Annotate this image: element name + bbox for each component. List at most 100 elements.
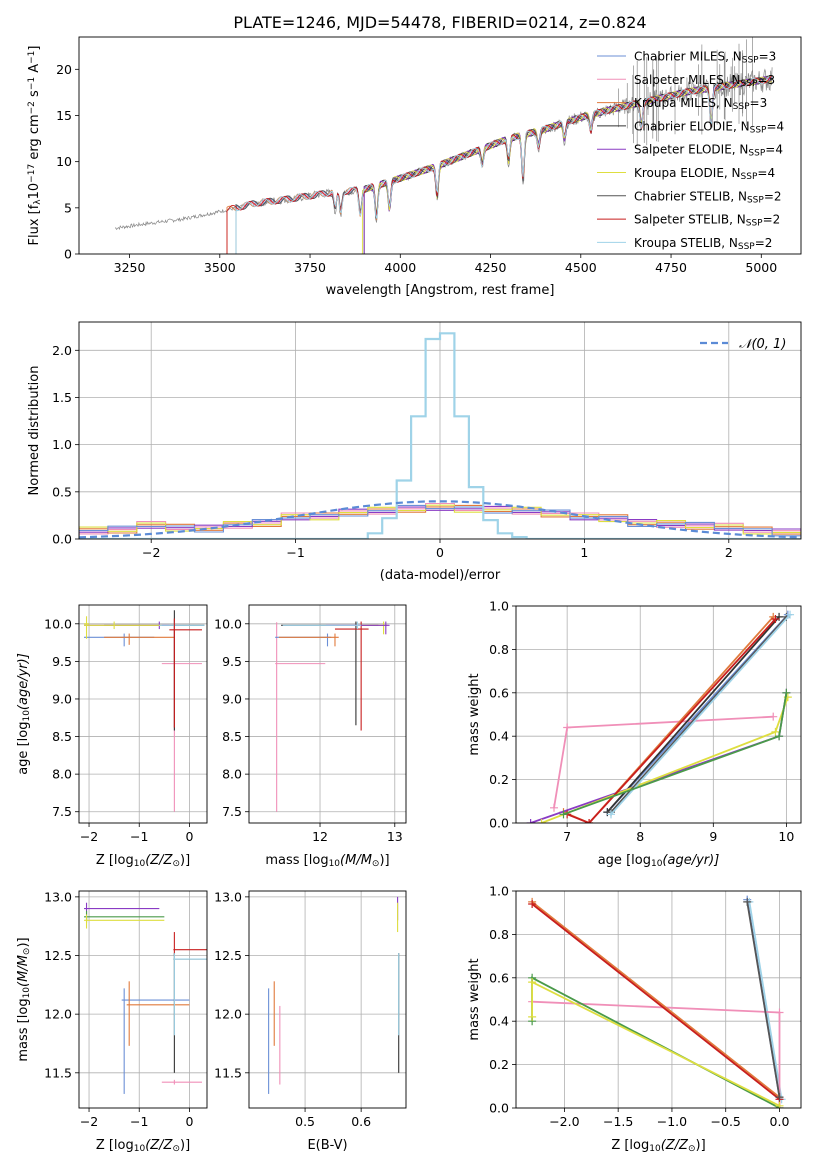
x-tick-label: 2 — [725, 545, 733, 560]
mass-weight-line — [531, 901, 781, 1098]
age-vs-mass-panel: 12 13 7.5 8.0 8.5 9.0 9.5 10.0 mass [log10(M/M⊙)… — [214, 604, 407, 869]
legend-label: Salpeter STELIB, NSSP=2 — [634, 213, 780, 229]
legend-label: Chabrier MILES, NSSP=3 — [634, 50, 776, 66]
plot-area — [79, 332, 801, 539]
label-part: ⊙ — [172, 859, 180, 869]
y-tick-label: 0.5 — [52, 484, 72, 499]
y-tick-label: 1.0 — [52, 437, 72, 452]
y-tick-label: 13.0 — [214, 889, 242, 904]
model-spectrum — [235, 75, 773, 254]
x-tick-label: 7 — [563, 829, 571, 844]
axes-frame — [78, 604, 208, 824]
y-tick-label: 12.5 — [44, 948, 72, 963]
x-tick-label: −1.0 — [657, 1114, 687, 1129]
x-tick-label: −2.0 — [549, 1114, 579, 1129]
mass-weight-line — [746, 901, 781, 1098]
label-part: Kroupa STELIB, N — [634, 236, 738, 250]
spectrum-title: PLATE=1246, MJD=54478, FIBERID=0214, z=0… — [233, 13, 646, 32]
label-part: mass [log — [16, 998, 31, 1061]
x-tick-label: −1.5 — [603, 1114, 633, 1129]
mass-weight-marker — [526, 819, 535, 823]
normal-distribution-curve — [79, 500, 801, 539]
x-tick-label: −1 — [130, 1114, 148, 1129]
y-tick-label: 0.6 — [489, 685, 509, 700]
label-part: Salpeter STELIB, N — [634, 213, 746, 227]
y-tick-label: 0.6 — [489, 970, 509, 985]
x-tick-label: −2 — [80, 829, 98, 844]
mass-weight-marker — [528, 978, 537, 987]
y-tick-label: 0 — [64, 247, 72, 262]
legend-label: Kroupa ELODIE, NSSP=4 — [634, 166, 775, 182]
x-axis-label: Z [log10(Z/Z⊙)] — [611, 1138, 705, 1154]
y-tick-label: 9.0 — [52, 691, 72, 706]
label-part: Flux [f — [27, 204, 42, 245]
mass-weight-line — [566, 618, 777, 823]
x-tick-label: −2 — [142, 545, 160, 560]
x-tick-label: 9 — [709, 829, 717, 844]
label-part: =4 — [757, 166, 775, 180]
mass-weight-marker — [537, 819, 546, 823]
y-tick-label: 0.2 — [489, 1057, 509, 1072]
label-part: =2 — [763, 213, 781, 227]
y-tick-label: 0.2 — [489, 772, 509, 787]
legend-label: Chabrier STELIB, NSSP=2 — [634, 189, 782, 205]
label-part: =2 — [764, 189, 782, 203]
label-part: Chabrier STELIB, N — [634, 189, 747, 203]
y-tick-label: 9.5 — [52, 654, 72, 669]
model-spectrum — [235, 77, 773, 254]
y-tick-label: 12.5 — [214, 948, 242, 963]
label-part: A — [27, 64, 42, 77]
mass-weight-marker — [775, 732, 784, 741]
y-tick-label: 8.0 — [222, 767, 242, 782]
x-axis-label: E(B-V) — [307, 1138, 347, 1153]
label-part: )] — [180, 853, 190, 868]
mass-weight-line — [610, 616, 788, 813]
label-part: Z [log — [96, 853, 134, 868]
age-vs-metallicity-panel: −2 −1 07.58.08.59.09.510.0Z [log10(Z/Z⊙)]a… — [16, 604, 208, 869]
legend-label: Kroupa MILES, NSSP=3 — [634, 96, 767, 112]
mass-weight-marker — [775, 1008, 784, 1017]
plot-area — [268, 896, 400, 1094]
label-part: Z [log — [611, 1138, 649, 1153]
y-tick-label: 5 — [64, 200, 72, 215]
x-tick-label: 13 — [387, 829, 403, 844]
x-tick-label: −2 — [80, 1114, 98, 1129]
y-axis-label: mass weight — [467, 958, 482, 1040]
y-tick-label: 12.0 — [44, 1007, 72, 1022]
y-tick-label: 0.0 — [489, 1101, 509, 1116]
x-tick-label: 12 — [312, 829, 328, 844]
mass-weight-marker — [771, 727, 780, 736]
label-part: 10 — [27, 183, 42, 200]
axes-frame — [248, 604, 407, 824]
label-part: (age/yr)] — [662, 853, 719, 868]
x-axis-label: age [log10(age/yr)] — [598, 853, 720, 869]
legend-label: Salpeter MILES, NSSP=3 — [634, 73, 775, 89]
label-part: (M/M — [340, 853, 372, 868]
y-tick-label: 11.5 — [214, 1065, 242, 1080]
x-tick-label: 0.0 — [770, 1114, 790, 1129]
legend-label: Kroupa STELIB, NSSP=2 — [634, 236, 772, 252]
label-part: age [log — [16, 722, 31, 775]
label-part: 10 — [22, 710, 32, 722]
mass-weight-line — [606, 616, 780, 813]
mass-weight-line — [563, 616, 774, 823]
y-tick-label: 0.4 — [489, 1014, 509, 1029]
axes-frame — [515, 605, 802, 824]
label-part: age [log — [598, 853, 651, 868]
x-tick-label: 0 — [185, 1114, 193, 1129]
x-tick-label: −1 — [130, 829, 148, 844]
mass-weight-line — [610, 614, 791, 815]
mass-weight-marker — [563, 723, 572, 732]
mass-weight-line — [563, 692, 788, 816]
y-tick-label: 9.0 — [222, 691, 242, 706]
legend-label: 𝒩(0, 1) — [739, 337, 786, 352]
x-axis-label: Z [log10(Z/Z⊙)] — [96, 853, 190, 869]
y-tick-label: 20 — [56, 62, 72, 77]
label-part: =2 — [755, 236, 773, 250]
x-tick-label: 4250 — [475, 260, 507, 275]
label-part: s — [27, 90, 42, 101]
mass-weight-marker — [775, 1093, 784, 1102]
label-part: Salpeter MILES, N — [634, 73, 741, 87]
plot-area — [114, 37, 773, 254]
label-part: =4 — [766, 119, 784, 133]
